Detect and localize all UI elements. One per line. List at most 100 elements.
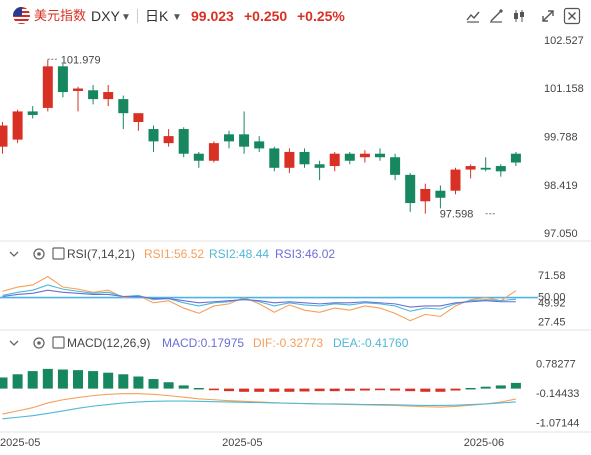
macd-bar [178,385,189,389]
collapse-icon[interactable] [9,340,19,346]
macd-title: MACD(12,26,9) [67,336,150,350]
dif-line [2,393,517,415]
rsi3-legend: RSI3:46.02 [275,247,335,261]
candle-body [390,157,401,175]
low-annotation: 97.598 [440,209,474,221]
rsi-tick-label: 49.92 [538,298,566,310]
instrument-symbol[interactable]: DXY [91,8,120,24]
candle [163,129,174,147]
candle [193,151,204,168]
macd-bar [148,379,159,389]
macd-bar [329,388,340,392]
candle [435,185,446,209]
candle-body [284,151,295,168]
rsi-tick-label: 50.00 [538,292,566,304]
candle [480,157,491,172]
rsi-line-rsi1 [2,275,517,322]
candle-body [88,90,99,100]
rsi-header: RSI(7,14,21) RSI1:56.52 RSI2:48.44 RSI3:… [9,247,335,261]
candle [314,160,325,181]
macd-bar [118,374,129,389]
macd-bar [163,382,174,389]
settings-icon[interactable] [33,337,45,349]
candle-body [133,113,144,122]
candle-body [208,143,219,161]
macd-bar [133,376,144,389]
period-selector[interactable]: 日K [145,8,169,24]
expand-icon[interactable] [539,7,557,25]
candle-body [344,153,355,161]
candle [495,164,506,177]
candle-body [118,99,129,114]
candle [148,125,159,152]
candlestick-series [0,59,521,214]
high-annotation: 101.979 [61,54,101,66]
chevron-down-icon[interactable]: ▼ [172,12,182,23]
macd-bar [375,388,385,391]
macd-bar [239,388,250,392]
candle-body [375,153,385,158]
candle-body [495,166,506,172]
candle [178,127,189,158]
macd-bar [314,388,325,392]
settings-icon[interactable] [33,248,45,260]
close-icon[interactable] [563,7,581,25]
dea-legend: DEA:-0.41760 [333,336,409,350]
macd-bar [12,374,23,389]
price-change-percent: +0.25% [297,8,345,24]
macd-bar [495,385,506,389]
candle [390,153,401,181]
chevron-down-icon[interactable]: ▼ [121,12,131,23]
candle [133,113,144,131]
candle [27,106,38,119]
macd-bar [57,369,68,389]
rsi1-legend: RSI1:56.52 [144,247,204,261]
checkbox-icon[interactable] [52,336,65,349]
candle-body [359,153,370,158]
instrument-name[interactable]: 美元指数 [34,8,87,23]
candle [510,151,521,167]
macd-legend: MACD:0.17975 [162,336,244,350]
macd-bar [193,387,204,390]
macd-bar [465,387,476,390]
macd-bar [27,371,38,389]
price-tick-label: 97.050 [544,228,578,240]
candle-body [314,164,325,168]
candle-body [299,151,310,165]
price-tick-label: 102.527 [544,35,584,47]
collapse-icon[interactable] [9,251,19,257]
rsi-line-rsi2 [2,284,516,312]
price-annotations: 101.979 97.598 [47,54,496,221]
macd-bar [0,377,8,389]
candle [284,148,295,174]
macd-bar [359,388,370,391]
macd-bar [88,371,99,389]
candle [329,151,340,172]
candle-body [12,111,23,140]
candle [0,121,8,154]
candle [465,164,476,179]
candle-body [103,92,114,100]
macd-bar [510,382,521,389]
candle-body [163,136,174,144]
us-flag-icon [13,7,30,24]
macd-bar [269,388,280,392]
indicator-icon[interactable] [464,7,482,25]
drawing-icon[interactable] [487,7,505,25]
candle [269,146,280,172]
candle [344,151,355,165]
time-tick-label: 2025-05 [222,437,262,449]
candle-body [510,153,521,163]
checkbox-icon[interactable] [52,247,65,260]
candle-style-icon[interactable] [510,7,528,25]
candle-body [420,188,431,202]
last-price: 99.023 [191,8,234,24]
candle-body [405,174,416,204]
macd-bar [435,388,446,392]
macd-panel: 0.78277 -0.14433 -1.07144 [0,359,579,430]
macd-bar [73,370,83,389]
macd-tick-label: -1.07144 [536,418,579,430]
macd-bar [254,388,265,392]
candle [103,84,114,107]
